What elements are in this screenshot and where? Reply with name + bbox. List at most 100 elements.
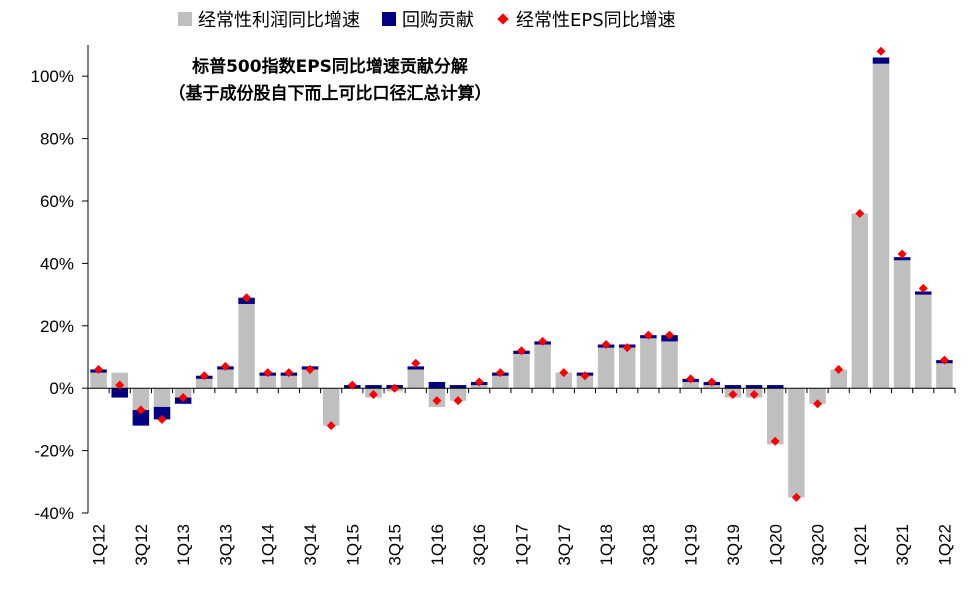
eps-growth-point xyxy=(939,355,949,365)
x-tick-label: 3Q19 xyxy=(724,524,743,566)
eps-growth-point xyxy=(728,389,738,399)
x-tick-label: 3Q18 xyxy=(639,524,658,566)
x-tick-label: 3Q12 xyxy=(132,524,151,566)
eps-growth-point xyxy=(791,492,801,502)
bar-earnings-growth xyxy=(936,363,953,389)
eps-growth-point xyxy=(199,371,209,381)
eps-growth-point xyxy=(432,396,442,406)
x-tick-label: 3Q17 xyxy=(555,524,574,566)
eps-growth-point xyxy=(390,383,400,393)
bar-earnings-growth xyxy=(555,372,573,389)
x-tick-label: 1Q17 xyxy=(513,524,532,566)
eps-growth-point xyxy=(770,436,780,446)
y-tick-label: 40% xyxy=(40,254,74,273)
legend-item-earnings-growth: 经常性利润同比增速 xyxy=(178,6,360,32)
eps-growth-point xyxy=(749,389,759,399)
bar-earnings-growth xyxy=(470,385,488,389)
eps-growth-point xyxy=(876,46,886,56)
legend-label: 经常性利润同比增速 xyxy=(198,10,360,31)
eps-growth-point xyxy=(115,380,125,390)
eps-growth-point xyxy=(622,343,632,353)
bar-earnings-growth xyxy=(153,388,171,407)
chart-title: 标普500指数EPS同比增速贡献分解 xyxy=(192,57,468,77)
bar-earnings-growth xyxy=(767,388,784,445)
eps-growth-point xyxy=(665,330,675,340)
eps-growth-point xyxy=(855,208,865,218)
y-tick-label: 0% xyxy=(49,379,74,398)
y-tick-label: -20% xyxy=(34,442,74,461)
bar-buyback xyxy=(111,388,128,398)
bar-earnings-growth xyxy=(597,347,615,389)
x-tick-label: 3Q16 xyxy=(470,524,489,566)
bar-earnings-growth xyxy=(788,388,805,498)
bar-buyback xyxy=(767,385,784,389)
legend-item-buyback: 回购贡献 xyxy=(382,6,474,32)
bar-earnings-growth xyxy=(301,369,319,389)
eps-growth-point xyxy=(813,399,823,409)
bar-earnings-growth xyxy=(893,260,911,389)
bar-earnings-growth xyxy=(661,341,678,389)
bar-earnings-growth xyxy=(174,388,192,398)
bar-buyback xyxy=(745,385,763,389)
eps-growth-point xyxy=(897,249,907,259)
eps-growth-point xyxy=(559,368,569,378)
x-tick-label: 3Q15 xyxy=(386,524,405,566)
bar-buyback xyxy=(132,410,150,426)
y-tick-label: -40% xyxy=(34,504,74,523)
bar-earnings-growth xyxy=(915,294,932,389)
eps-growth-point xyxy=(834,364,844,374)
eps-growth-point xyxy=(918,283,928,293)
eps-growth-point xyxy=(157,414,167,424)
bar-earnings-growth xyxy=(449,388,467,401)
x-tick-label: 1Q12 xyxy=(90,524,109,566)
bar-earnings-growth xyxy=(132,388,150,411)
eps-growth-point xyxy=(347,380,357,390)
bar-buyback xyxy=(915,291,932,295)
bar-buyback xyxy=(428,381,446,389)
bar-earnings-growth xyxy=(196,378,213,389)
eps-growth-point xyxy=(263,368,273,378)
legend-label: 经常性EPS同比增速 xyxy=(516,10,676,31)
x-tick-label: 1Q15 xyxy=(343,524,362,566)
eps-growth-point xyxy=(474,377,484,387)
eps-growth-point xyxy=(686,374,696,384)
bar-buyback xyxy=(893,257,911,261)
eps-growth-point xyxy=(305,364,315,374)
legend: 经常性利润同比增速 回购贡献 经常性EPS同比增速 xyxy=(178,6,676,32)
bar-earnings-growth xyxy=(703,385,721,389)
gray-square-icon xyxy=(178,12,192,26)
bar-earnings-growth xyxy=(513,353,530,389)
x-tick-label: 1Q21 xyxy=(851,524,870,566)
bar-earnings-growth xyxy=(259,375,276,389)
bar-earnings-growth xyxy=(618,347,636,389)
eps-growth-point xyxy=(178,393,188,403)
eps-growth-point xyxy=(411,358,421,368)
eps-growth-point xyxy=(136,405,146,415)
bar-buyback xyxy=(407,366,425,370)
y-tick-label: 60% xyxy=(40,192,74,211)
bar-earnings-growth xyxy=(872,63,890,389)
bar-earnings-growth xyxy=(90,372,107,389)
y-tick-label: 20% xyxy=(40,317,74,336)
x-tick-label: 1Q22 xyxy=(935,524,954,566)
bar-earnings-growth xyxy=(682,381,699,389)
bar-buyback xyxy=(449,385,467,389)
x-tick-label: 1Q20 xyxy=(766,524,785,566)
x-tick-label: 1Q14 xyxy=(259,524,278,566)
legend-label: 回购贡献 xyxy=(402,10,474,31)
bar-earnings-growth xyxy=(280,375,298,389)
bar-earnings-growth xyxy=(238,303,255,389)
bar-buyback xyxy=(153,406,171,420)
x-tick-label: 3Q13 xyxy=(216,524,235,566)
bar-earnings-growth xyxy=(534,344,551,389)
bar-buyback xyxy=(365,385,382,389)
bar-buyback xyxy=(872,57,890,64)
y-tick-label: 80% xyxy=(40,130,74,149)
eps-growth-point xyxy=(453,396,463,406)
eps-growth-point xyxy=(707,377,717,387)
y-tick-label: 100% xyxy=(31,67,74,86)
bar-earnings-growth xyxy=(809,388,826,404)
bar-earnings-growth xyxy=(576,375,594,389)
